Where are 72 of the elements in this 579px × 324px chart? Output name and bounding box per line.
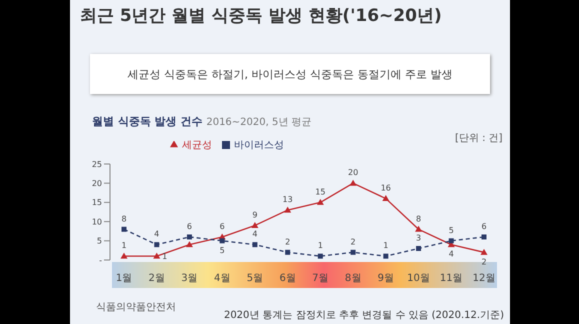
data-label: 6 <box>220 222 225 231</box>
text: [단위 : 건] <box>455 132 503 145</box>
text: 식품의약품안전처 <box>96 301 176 314</box>
data-label: 4 <box>252 230 258 239</box>
point <box>220 238 225 244</box>
data-label: 8 <box>416 214 422 224</box>
point <box>482 234 486 240</box>
x-tick-label: 1월 <box>116 273 132 284</box>
data-label: 5 <box>220 246 225 255</box>
data-label: 20 <box>348 168 358 178</box>
y-tick-label: 25 <box>92 160 102 169</box>
y-tick-label: 5 <box>96 236 102 246</box>
point <box>120 252 128 259</box>
x-tick-label: 8월 <box>344 273 362 284</box>
point <box>415 226 422 232</box>
x-tick-label: 10월 <box>407 273 430 284</box>
data-label: 1 <box>162 252 168 262</box>
x-tick-label: 7월 <box>312 273 329 284</box>
data-label: 13 <box>282 195 293 204</box>
data-label: 6 <box>186 222 192 231</box>
data-label: 1 <box>121 241 127 250</box>
point <box>480 248 488 255</box>
x-tick-label: 6월 <box>279 273 296 284</box>
point <box>350 250 356 255</box>
point <box>448 238 454 244</box>
x-tick-label: 11월 <box>440 273 463 284</box>
point <box>318 254 323 259</box>
chart-title: 최근 5년간 월별 식중독 발생 현황('16~20년) <box>80 5 442 27</box>
data-label: 2 <box>481 257 487 266</box>
data-label: 16 <box>380 184 391 193</box>
point <box>122 226 126 232</box>
data-label: 4 <box>154 230 160 239</box>
x-tick-label: 3월 <box>181 273 198 284</box>
x-tick-label: 12월 <box>472 273 496 284</box>
x-tick-label: 9월 <box>378 273 394 284</box>
data-label: 6 <box>481 222 487 231</box>
legend-label: 바이러스성 <box>234 140 284 151</box>
text: 2016~2020, 5년 평균 <box>206 117 312 128</box>
point <box>382 195 390 202</box>
data-label: 8 <box>121 214 127 224</box>
data-label: 2 <box>285 237 290 246</box>
y-tick-label: 15 <box>92 198 102 208</box>
y-tick-label: - <box>99 256 102 265</box>
point <box>383 254 388 259</box>
point <box>186 234 192 240</box>
point <box>251 222 258 228</box>
y-tick-label: 10 <box>92 217 102 226</box>
legend-label: 세균성 <box>182 140 212 151</box>
point <box>186 241 193 248</box>
data-label: 3 <box>416 233 422 242</box>
point <box>252 242 258 248</box>
data-label: 5 <box>448 226 454 235</box>
y-tick-label: 20 <box>92 179 102 188</box>
data-label: 15 <box>315 187 326 196</box>
x-tick-label: 2월 <box>148 273 165 284</box>
x-tick-label: 5월 <box>246 273 264 284</box>
data-label: 1 <box>383 241 388 250</box>
data-label: 4 <box>448 250 454 259</box>
point <box>316 198 324 205</box>
data-label: 2 <box>350 237 356 246</box>
point <box>153 252 160 259</box>
data-label: 9 <box>252 210 258 220</box>
point <box>416 246 422 251</box>
point <box>285 250 290 255</box>
x-tick-label: 4월 <box>214 273 230 284</box>
text: 2020년 통계는 잠정치로 추후 변경될 수 있음 (2020.12.기준) <box>224 309 504 322</box>
text: 월별 식중독 발생 건수 <box>92 115 202 128</box>
point <box>350 180 357 186</box>
data-label: 1 <box>318 241 323 250</box>
chart-subtitle: 세균성 식중독은 하절기, 바이러스성 식중독은 동절기에 주로 발생 <box>90 54 490 94</box>
point <box>284 206 292 213</box>
point <box>154 242 160 248</box>
